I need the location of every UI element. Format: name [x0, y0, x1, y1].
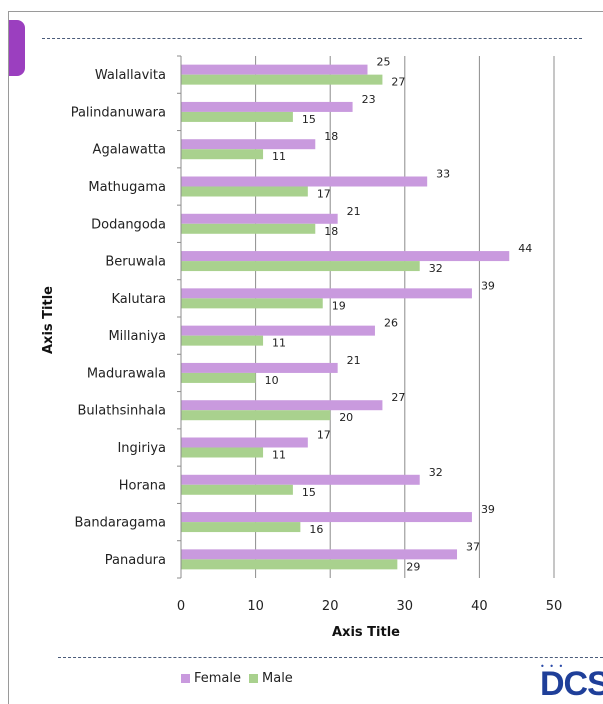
- gridlines: [255, 56, 555, 578]
- frame-top-border: [8, 11, 603, 12]
- data-label-female: 39: [481, 503, 495, 516]
- bar-male: [181, 484, 293, 495]
- bar-male: [181, 74, 383, 85]
- frame-left-border: [8, 11, 9, 704]
- category-label: Millaniya: [108, 329, 166, 344]
- legend-label-female: Female: [194, 670, 242, 686]
- data-label-female: 25: [377, 56, 391, 69]
- category-label: Bandaragama: [74, 516, 166, 531]
- data-label-female: 18: [324, 130, 338, 143]
- category-label: Horana: [119, 478, 166, 493]
- data-label-male: 32: [429, 262, 443, 275]
- accent-tab: [9, 20, 25, 76]
- x-axis-title: Axis Title: [332, 625, 400, 640]
- bar-male: [181, 186, 308, 197]
- bar-female: [181, 474, 420, 485]
- legend-label-male: Male: [262, 670, 293, 686]
- data-label-male: 18: [324, 225, 338, 238]
- data-label-male: 11: [272, 449, 286, 462]
- data-label-male: 11: [272, 150, 286, 163]
- data-label-male: 15: [302, 113, 316, 126]
- x-tick-label: 30: [397, 599, 414, 614]
- bar-male: [181, 372, 256, 383]
- data-labels: 2527231518113317211844323919261121102720…: [265, 56, 533, 574]
- category-label: Panadura: [105, 553, 166, 568]
- data-label-male: 11: [272, 337, 286, 350]
- category-label: Walallavita: [95, 68, 166, 83]
- bar-female: [181, 512, 472, 523]
- data-label-female: 44: [518, 242, 532, 255]
- logo-dots: • • •: [540, 662, 565, 671]
- bar-male: [181, 335, 264, 346]
- bar-female: [181, 176, 428, 187]
- data-label-female: 39: [481, 279, 495, 292]
- data-label-female: 26: [384, 317, 398, 330]
- bar-female: [181, 139, 316, 150]
- category-label: Beruwala: [105, 255, 166, 270]
- axes: 0 10 20 30 40 50 Walallavita Palindanuwara Agala…: [71, 55, 563, 614]
- category-label: Dodangoda: [91, 217, 166, 232]
- legend-item-male: Male: [249, 671, 293, 686]
- data-label-male: 19: [332, 299, 346, 312]
- category-label: Agalawatta: [93, 143, 166, 158]
- data-label-female: 32: [429, 466, 443, 479]
- bar-male: [181, 149, 264, 160]
- bar-female: [181, 400, 383, 411]
- data-label-female: 17: [317, 429, 331, 442]
- bar-male: [181, 111, 293, 122]
- data-label-female: 21: [347, 354, 361, 367]
- category-label: Kalutara: [112, 292, 167, 307]
- bottom-dashed-divider: [58, 657, 603, 658]
- bar-male: [181, 223, 316, 234]
- x-tick-label: 0: [177, 599, 185, 614]
- dcs-logo-icon: • • • DCS: [540, 661, 603, 704]
- bar-male: [181, 522, 301, 533]
- data-label-female: 33: [436, 168, 450, 181]
- logo-text: DCS: [540, 665, 603, 703]
- category-label: Palindanuwara: [71, 105, 166, 120]
- x-tick-label: 10: [247, 599, 264, 614]
- data-label-male: 17: [317, 188, 331, 201]
- data-label-female: 23: [362, 93, 376, 106]
- bar-male: [181, 447, 264, 458]
- category-label: Madurawala: [87, 366, 166, 381]
- bars: [181, 64, 510, 570]
- bar-female: [181, 325, 375, 336]
- bar-female: [181, 549, 458, 560]
- bar-male: [181, 298, 323, 309]
- bar-female: [181, 213, 338, 224]
- legend-item-female: Female: [181, 671, 241, 686]
- category-label: Mathugama: [88, 180, 166, 195]
- category-label: Ingiriya: [117, 441, 166, 456]
- data-label-male: 20: [339, 411, 353, 424]
- category-label: Bulathsinhala: [78, 404, 166, 419]
- bar-female: [181, 362, 338, 373]
- data-label-male: 27: [391, 76, 405, 89]
- data-label-male: 29: [406, 560, 420, 573]
- legend: Female Male: [181, 669, 301, 687]
- legend-swatch-female: [181, 673, 190, 683]
- data-label-male: 10: [265, 374, 279, 387]
- bar-female: [181, 251, 510, 262]
- top-dashed-divider: [42, 38, 582, 39]
- y-axis-title: Axis Title: [41, 286, 56, 354]
- bar-female: [181, 64, 368, 75]
- bar-female: [181, 101, 353, 112]
- data-label-male: 16: [309, 523, 323, 536]
- data-label-male: 15: [302, 486, 316, 499]
- bar-male: [181, 410, 331, 421]
- data-label-female: 37: [466, 540, 480, 553]
- legend-swatch-male: [249, 673, 259, 683]
- bar-female: [181, 288, 472, 299]
- x-tick-label: 50: [546, 599, 563, 614]
- bar-male: [181, 559, 398, 570]
- data-label-female: 27: [391, 391, 405, 404]
- x-tick-label: 20: [322, 599, 339, 614]
- bar-male: [181, 261, 420, 272]
- bar-female: [181, 437, 308, 448]
- x-tick-label: 40: [471, 599, 488, 614]
- data-label-female: 21: [347, 205, 361, 218]
